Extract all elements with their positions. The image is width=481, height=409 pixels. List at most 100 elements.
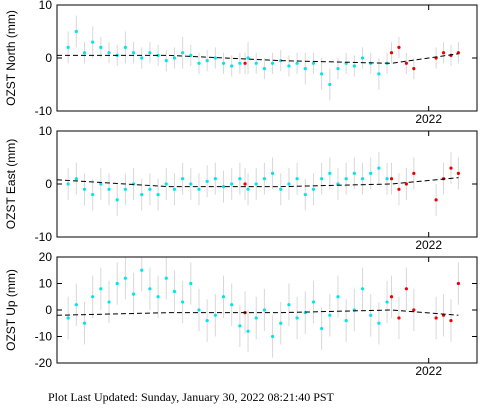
point (360, 287, 365, 291)
point (279, 321, 283, 325)
point (456, 281, 461, 286)
point (449, 166, 453, 170)
point (172, 289, 177, 294)
y-tick-label: 10 (39, 0, 53, 12)
point (262, 67, 266, 71)
point (230, 182, 234, 186)
y-tick-label: 0 (45, 51, 52, 65)
point (123, 276, 127, 280)
point (412, 67, 416, 71)
point (140, 268, 144, 272)
point (243, 182, 247, 186)
y-tick-label: -20 (35, 356, 53, 370)
point (352, 64, 356, 68)
y-tick-label: -10 (35, 104, 53, 118)
point (238, 324, 242, 328)
point (412, 171, 416, 175)
point (311, 300, 316, 304)
point (123, 187, 127, 191)
point (230, 303, 234, 307)
point (107, 187, 111, 191)
y-axis-title: OZST East (mm) (4, 139, 18, 229)
point (303, 193, 307, 197)
point (172, 187, 177, 191)
point (189, 53, 193, 57)
point (66, 182, 70, 186)
point (295, 177, 299, 181)
point (74, 29, 78, 34)
point (238, 61, 242, 65)
point (287, 182, 291, 186)
point (230, 64, 234, 68)
point (131, 292, 136, 296)
point (148, 187, 152, 191)
point (270, 61, 275, 65)
point (221, 295, 226, 299)
point (434, 198, 438, 202)
point (270, 334, 275, 339)
point (197, 61, 201, 65)
point (412, 308, 416, 312)
point (205, 319, 209, 323)
point (320, 326, 324, 331)
point (156, 295, 160, 299)
point (156, 53, 160, 57)
footer: Plot Last Updated: Sunday, January 30, 2… (48, 390, 335, 404)
point (172, 56, 177, 60)
x-tick-label: 2022 (415, 112, 442, 126)
point (295, 61, 299, 65)
point (449, 319, 453, 323)
point (344, 177, 348, 181)
y-tick-label: 0 (45, 303, 52, 317)
y-axis-title: OZST North (mm) (4, 10, 18, 106)
point (254, 182, 258, 186)
point (164, 59, 168, 63)
point (205, 59, 209, 63)
point (91, 295, 95, 299)
point (385, 300, 389, 304)
point (279, 187, 283, 191)
point (197, 308, 201, 312)
point (270, 171, 275, 175)
point (385, 177, 389, 181)
point (287, 64, 291, 68)
point (262, 177, 266, 181)
point (246, 187, 250, 191)
point (404, 287, 408, 291)
trend-line (56, 177, 459, 188)
point (246, 329, 250, 333)
point (140, 56, 144, 60)
point (115, 198, 119, 202)
point (238, 177, 242, 181)
point (377, 72, 381, 76)
point (74, 177, 78, 181)
point (328, 82, 332, 87)
point (243, 61, 247, 65)
point (82, 51, 87, 55)
point (181, 300, 185, 304)
point (181, 177, 185, 181)
point (336, 67, 340, 71)
point (360, 56, 365, 60)
point (287, 303, 291, 307)
trend-line (57, 53, 459, 64)
point (404, 182, 408, 186)
point (91, 193, 95, 197)
y-tick-label: 20 (39, 250, 53, 264)
point (397, 187, 401, 191)
point (434, 316, 438, 320)
point (221, 61, 226, 65)
y-axis-title: OZST Up (mm) (4, 269, 18, 351)
point (369, 171, 373, 175)
point (189, 281, 193, 286)
point (389, 295, 394, 299)
point (369, 313, 373, 317)
point (164, 182, 168, 186)
point (82, 321, 87, 325)
point (74, 303, 78, 307)
point (123, 45, 127, 50)
point (99, 182, 103, 186)
point (148, 51, 152, 55)
